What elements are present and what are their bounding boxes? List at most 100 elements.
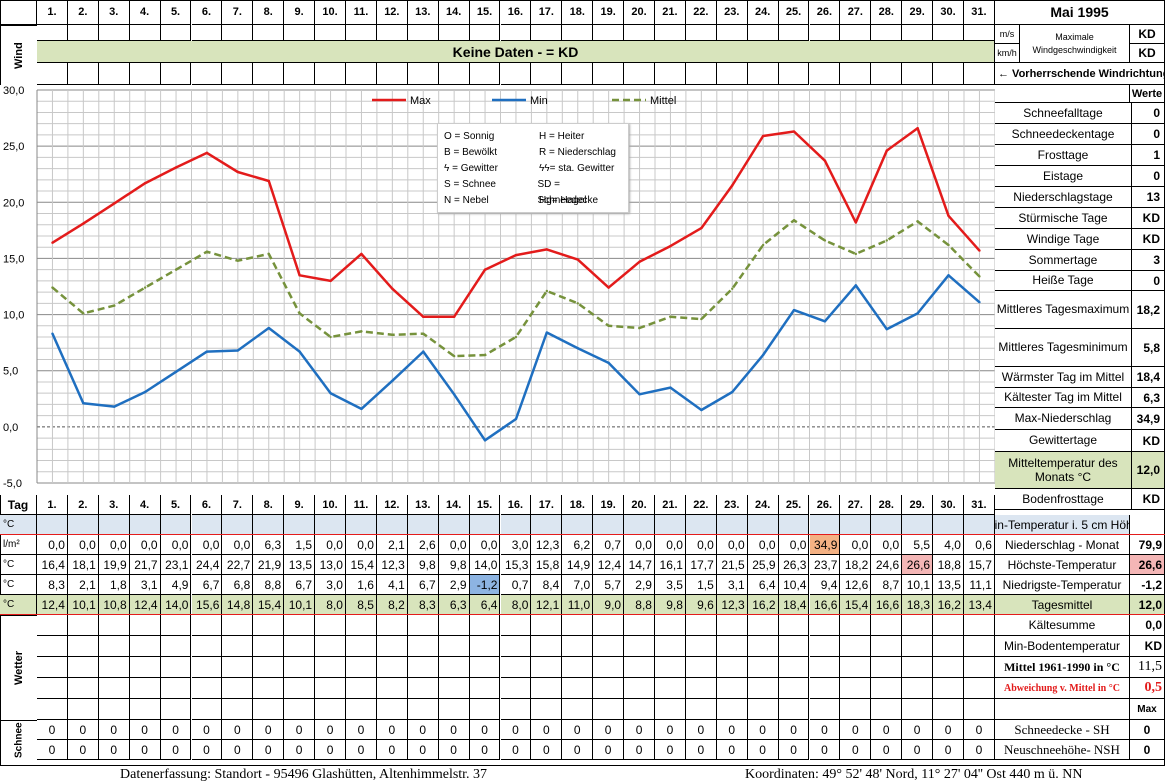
table-cell	[129, 515, 161, 535]
day-header: 20.	[624, 0, 655, 25]
snow-cell: 0	[346, 740, 377, 760]
wetter-cell	[593, 615, 625, 636]
wetter-cell	[191, 678, 223, 699]
day-header: 18.	[562, 0, 594, 25]
data-point	[205, 151, 209, 155]
snow-cell: 0	[469, 720, 501, 740]
wetter-cell	[407, 636, 439, 657]
stat-label: Windige Tage	[1026, 231, 1100, 246]
wetter-cell	[933, 657, 964, 678]
stat-label: Wärmster Tag im Mittel	[1001, 369, 1125, 384]
data-point	[607, 361, 610, 365]
wind-cell	[747, 25, 779, 41]
table-cell: 21,5	[716, 555, 748, 575]
wetter-cell	[376, 657, 408, 678]
legend-symbol: ϟϟ= sta. Gewitter	[539, 163, 615, 174]
corner-cell	[0, 0, 37, 25]
table-cell: 8,2	[376, 595, 408, 615]
table-cell	[871, 515, 903, 535]
table-cell: 16,2	[747, 595, 779, 615]
wetter-cell	[438, 699, 470, 720]
table-cell: 8,0	[315, 595, 346, 615]
wetter-cell	[376, 636, 408, 657]
data-point	[452, 393, 456, 396]
data-point	[854, 252, 858, 256]
table-cell: 12,3	[531, 535, 563, 555]
lower-label: Mittel 1961-1990 in °C	[995, 657, 1130, 678]
table-cell: 10,8	[98, 595, 130, 615]
wind-cell	[37, 63, 68, 85]
table-cell	[160, 515, 192, 535]
day-header: 14.	[438, 495, 470, 515]
wind-cell	[871, 63, 903, 85]
wetter-cell	[624, 615, 655, 636]
data-point	[700, 317, 703, 321]
table-cell: 0,0	[871, 535, 903, 555]
table-cell	[469, 515, 501, 535]
table-cell	[346, 515, 377, 535]
table-cell	[933, 515, 964, 535]
table-cell: 2,1	[67, 575, 99, 595]
wind-cell	[284, 63, 316, 85]
snow-cell: 0	[253, 740, 285, 760]
data-point	[298, 350, 301, 353]
data-point	[545, 331, 549, 334]
data-point	[885, 149, 888, 152]
day-header: 26.	[809, 495, 841, 515]
wind-cell	[840, 25, 872, 41]
wetter-cell	[655, 636, 686, 657]
stat-value: 18,2	[1131, 291, 1164, 328]
wetter-cell	[129, 678, 161, 699]
stat-label: Max-Niederschlag	[1014, 411, 1112, 426]
wetter-cell	[809, 657, 841, 678]
wind-cell	[531, 63, 563, 85]
wetter-cell	[562, 678, 594, 699]
legend-row: S = Schnee SD = Schneedecke	[444, 177, 622, 206]
table-cell: 12,3	[716, 595, 748, 615]
wetter-cell	[655, 657, 686, 678]
day-header: 22.	[685, 0, 717, 25]
data-point	[205, 250, 209, 253]
wetter-cell	[933, 699, 964, 720]
table-cell: 18,2	[840, 555, 872, 575]
wetter-cell	[840, 699, 872, 720]
row-total	[1130, 515, 1165, 535]
wetter-cell	[67, 615, 99, 636]
row-unit: °C	[0, 595, 37, 615]
snow-cell: 0	[500, 740, 532, 760]
wind-cell	[98, 25, 130, 41]
month-title: Mai 1995	[995, 0, 1165, 25]
data-point	[82, 222, 85, 225]
wetter-cell	[315, 678, 346, 699]
legend-row: B = Bewölkt R = Niederschlag	[444, 145, 622, 161]
snow-cell: 0	[315, 740, 346, 760]
table-cell: 8,4	[531, 575, 563, 595]
stat-value: KD	[1131, 430, 1164, 451]
snow-total: 0	[1130, 720, 1165, 740]
wind-cell	[284, 25, 316, 41]
wind-cell	[376, 63, 408, 85]
wind-cell	[160, 25, 192, 41]
data-point	[885, 239, 888, 242]
snow-cell: 0	[284, 720, 316, 740]
day-header: 26.	[809, 0, 841, 25]
snow-cell: 0	[438, 740, 470, 760]
table-cell: 3,5	[655, 575, 686, 595]
stat-value: 3	[1131, 250, 1164, 270]
day-header: 7.	[222, 0, 254, 25]
legend-symbol: Hg= Hagel	[539, 195, 587, 206]
divider-line	[0, 534, 1165, 535]
wind-cell	[222, 63, 254, 85]
wind-cell	[407, 25, 439, 41]
day-header: 9.	[284, 0, 316, 25]
wetter-cell	[438, 636, 470, 657]
wetter-cell	[593, 699, 625, 720]
table-cell: 18,1	[67, 555, 99, 575]
day-header: 6.	[191, 0, 223, 25]
wetter-cell	[871, 615, 903, 636]
table-cell: 12,4	[593, 555, 625, 575]
stat-value: 0	[1131, 103, 1164, 123]
wetter-cell	[376, 699, 408, 720]
row-label: Niederschlag - Monat	[995, 535, 1130, 555]
data-point	[236, 170, 240, 174]
